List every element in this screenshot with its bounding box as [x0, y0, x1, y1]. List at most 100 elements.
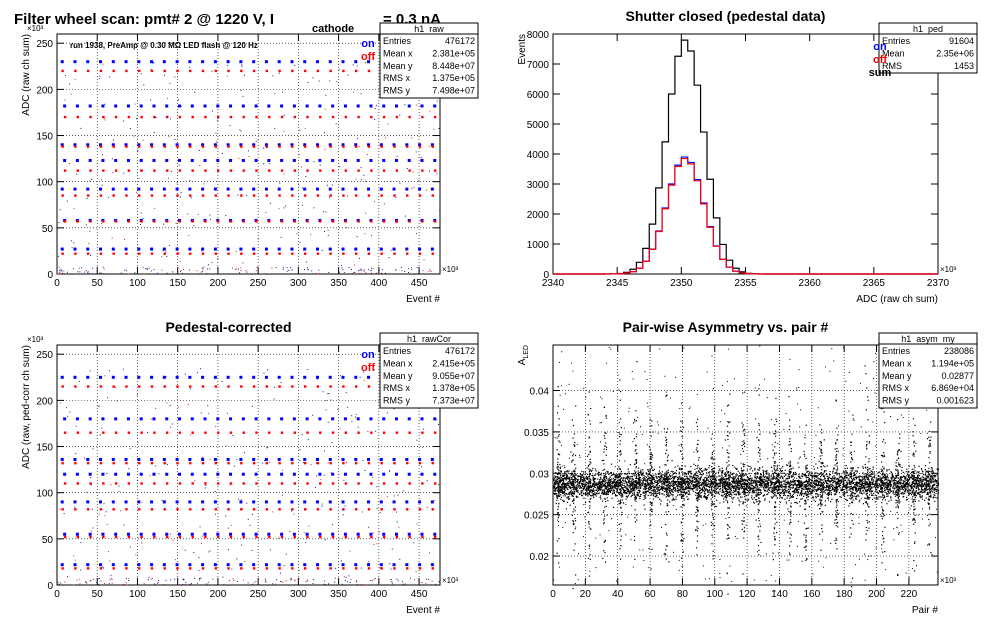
marker-off — [217, 482, 220, 485]
scatter-point — [211, 70, 213, 72]
marker-on — [267, 532, 271, 536]
asym-point — [642, 480, 644, 482]
marker-on — [356, 104, 360, 108]
scatter-point — [242, 262, 244, 264]
asym-point — [923, 490, 925, 493]
asym-point — [659, 503, 662, 505]
asym-point — [617, 481, 619, 483]
asym-point — [689, 493, 691, 495]
scatter-point — [402, 490, 404, 492]
marker-off — [99, 252, 103, 255]
asym-point — [833, 485, 835, 487]
asym-point — [709, 475, 711, 477]
asym-point — [668, 477, 670, 479]
marker-off — [382, 169, 386, 172]
asym-point — [692, 484, 694, 486]
asym-point — [883, 488, 885, 490]
scatter-point — [133, 135, 135, 137]
marker-on — [328, 500, 332, 504]
marker-off — [280, 431, 284, 434]
marker-off — [370, 431, 373, 434]
asym-point — [737, 497, 739, 499]
asym-point — [678, 478, 680, 481]
asym-point — [717, 492, 719, 494]
asym-point — [848, 489, 850, 491]
asym-point — [768, 477, 770, 479]
legend-off: off — [873, 54, 887, 66]
marker-off — [191, 169, 194, 172]
asym-point — [720, 480, 722, 482]
asym-point — [564, 492, 566, 494]
scatter-point — [365, 212, 367, 214]
scatter-point — [323, 583, 325, 585]
asym-point — [629, 482, 631, 484]
asym-point — [827, 489, 829, 491]
marker-off — [76, 482, 80, 485]
scatter-point — [148, 576, 150, 578]
asym-point — [701, 488, 703, 490]
marker-off — [252, 461, 256, 465]
asym-point — [628, 471, 630, 473]
marker-off — [140, 535, 143, 539]
scatter-point — [432, 105, 434, 107]
marker-off — [125, 252, 128, 255]
scatter-point — [153, 269, 155, 271]
scatter-point — [404, 270, 406, 272]
asym-point — [581, 491, 583, 493]
asym-point — [782, 477, 784, 479]
asym-point — [585, 481, 587, 484]
marker-off — [293, 431, 296, 434]
marker-off — [395, 482, 399, 485]
asym-point — [787, 480, 789, 482]
asym-point — [852, 496, 854, 498]
asym-point — [759, 489, 761, 491]
scatter-point — [282, 494, 284, 496]
scatter-point — [122, 368, 124, 370]
asym-point — [622, 480, 624, 482]
y-tick-label: 3000 — [527, 180, 550, 191]
asym-point — [659, 473, 661, 475]
x-tick-label: 2370 — [927, 278, 950, 289]
x-tick-label: 150 — [169, 278, 186, 289]
marker-off — [303, 508, 307, 511]
scatter-point — [199, 526, 201, 528]
scatter-point — [421, 466, 423, 468]
asym-point — [673, 476, 675, 478]
asym-point — [789, 493, 791, 495]
scatter-point — [267, 446, 269, 448]
asym-point — [761, 476, 763, 478]
scatter-point — [199, 368, 201, 370]
asym-point — [784, 494, 786, 496]
asym-point — [906, 489, 908, 491]
asym-point — [694, 487, 696, 489]
marker-off — [125, 508, 128, 511]
marker-off — [178, 169, 182, 172]
scatter-point — [168, 136, 170, 138]
asym-point — [663, 490, 665, 493]
asym-point — [731, 480, 733, 482]
asym-point — [683, 479, 686, 481]
asym-point — [653, 489, 655, 492]
asym-point — [726, 478, 728, 481]
scatter-point — [183, 578, 185, 580]
asym-point — [847, 479, 849, 481]
asym-point — [802, 487, 804, 489]
asym-point — [872, 473, 874, 475]
scatter-point — [172, 540, 174, 542]
asym-point — [721, 478, 723, 480]
asym-point — [811, 490, 814, 493]
x-tick-label: 20 — [580, 589, 592, 600]
asym-point — [622, 487, 624, 489]
asym-point — [902, 486, 904, 488]
scatter-point — [370, 270, 372, 272]
marker-off — [125, 145, 128, 148]
scatter-point — [323, 474, 325, 476]
asym-point — [828, 486, 830, 488]
asym-point — [858, 492, 861, 494]
scatter-point — [90, 580, 92, 582]
asym-point — [782, 485, 784, 488]
marker-off — [433, 220, 437, 223]
asym-point — [827, 475, 829, 477]
asym-point — [858, 485, 860, 487]
scatter-point — [86, 491, 88, 493]
